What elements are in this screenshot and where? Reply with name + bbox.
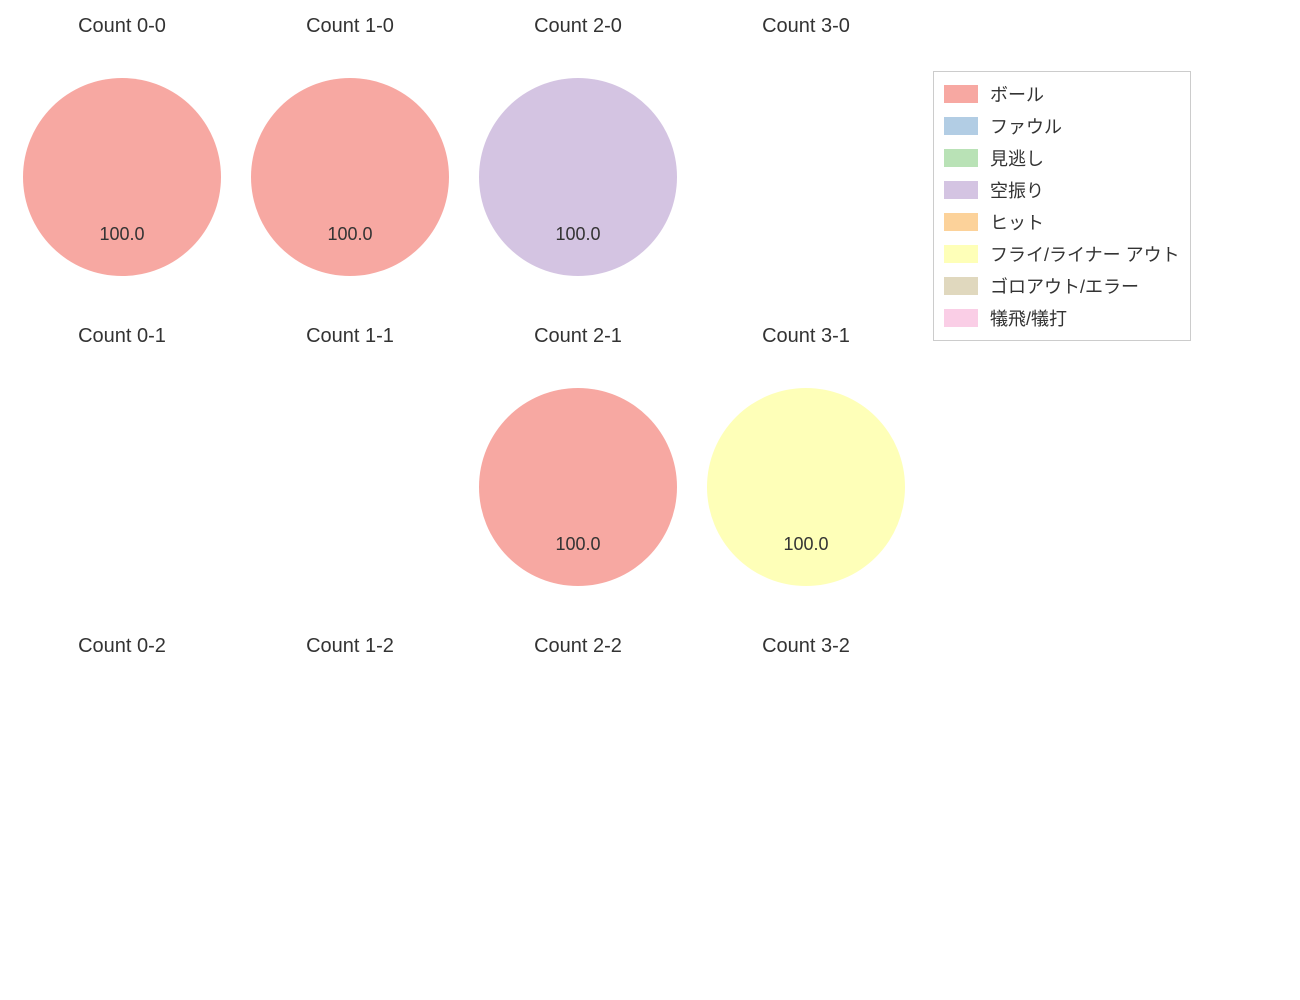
legend-item: ヒット <box>944 206 1180 238</box>
panel-title: Count 1-1 <box>236 325 464 348</box>
legend-label: 空振り <box>990 177 1044 203</box>
legend-item: 見逃し <box>944 142 1180 174</box>
pie-wrap <box>8 78 236 276</box>
legend-label: 犠飛/犠打 <box>990 305 1067 331</box>
pie-panel: Count 1-1 <box>236 310 464 590</box>
panel-title: Count 2-1 <box>464 325 692 348</box>
legend-item: 犠飛/犠打 <box>944 302 1180 334</box>
chart-canvas: Count 0-0 100.0 Count 1-0 100.0 Count 2-0 100… <box>0 0 1300 1000</box>
pie-wrap <box>236 78 464 276</box>
pie-panel: Count 2-1 100.0 <box>464 310 692 590</box>
legend-item: ボール <box>944 78 1180 110</box>
panel-title: Count 0-1 <box>8 325 236 348</box>
legend-swatch <box>944 277 978 295</box>
pie-panel: Count 1-2 <box>236 620 464 900</box>
pie-chart <box>23 78 221 276</box>
legend-item: ゴロアウト/エラー <box>944 270 1180 302</box>
pie-panel: Count 1-0 100.0 <box>236 0 464 280</box>
legend-label: ファウル <box>990 113 1062 139</box>
pie-wrap <box>464 78 692 276</box>
pie-chart <box>479 388 677 586</box>
pie-panel: Count 0-1 <box>8 310 236 590</box>
legend-swatch <box>944 85 978 103</box>
legend-swatch <box>944 309 978 327</box>
legend-item: ファウル <box>944 110 1180 142</box>
pie-value-label: 100.0 <box>8 224 236 245</box>
pie-panel: Count 0-2 <box>8 620 236 900</box>
panel-title: Count 2-0 <box>464 15 692 38</box>
pie-wrap <box>692 388 920 586</box>
legend-label: ヒット <box>990 209 1044 235</box>
pie-wrap <box>464 388 692 586</box>
panel-title: Count 3-0 <box>692 15 920 38</box>
legend-label: 見逃し <box>990 145 1044 171</box>
legend: ボールファウル見逃し空振りヒットフライ/ライナー アウトゴロアウト/エラー犠飛/… <box>933 71 1191 341</box>
pie-panel: Count 3-2 <box>692 620 920 900</box>
pie-value-label: 100.0 <box>464 534 692 555</box>
pie-chart <box>251 78 449 276</box>
pie-panel: Count 0-0 100.0 <box>8 0 236 280</box>
panel-title: Count 1-2 <box>236 635 464 658</box>
panel-title: Count 3-2 <box>692 635 920 658</box>
legend-label: フライ/ライナー アウト <box>990 241 1180 267</box>
legend-item: 空振り <box>944 174 1180 206</box>
panel-title: Count 0-2 <box>8 635 236 658</box>
panel-title: Count 0-0 <box>8 15 236 38</box>
pie-panel: Count 2-2 <box>464 620 692 900</box>
panel-title: Count 3-1 <box>692 325 920 348</box>
legend-swatch <box>944 149 978 167</box>
legend-label: ゴロアウト/エラー <box>990 273 1139 299</box>
pie-value-label: 100.0 <box>692 534 920 555</box>
legend-swatch <box>944 117 978 135</box>
pie-panel: Count 3-1 100.0 <box>692 310 920 590</box>
pie-panel: Count 3-0 <box>692 0 920 280</box>
legend-swatch <box>944 181 978 199</box>
pie-value-label: 100.0 <box>236 224 464 245</box>
legend-label: ボール <box>990 81 1044 107</box>
pie-chart <box>479 78 677 276</box>
pie-chart <box>707 388 905 586</box>
panel-title: Count 2-2 <box>464 635 692 658</box>
legend-item: フライ/ライナー アウト <box>944 238 1180 270</box>
legend-swatch <box>944 245 978 263</box>
pie-value-label: 100.0 <box>464 224 692 245</box>
legend-swatch <box>944 213 978 231</box>
pie-panel: Count 2-0 100.0 <box>464 0 692 280</box>
panel-title: Count 1-0 <box>236 15 464 38</box>
